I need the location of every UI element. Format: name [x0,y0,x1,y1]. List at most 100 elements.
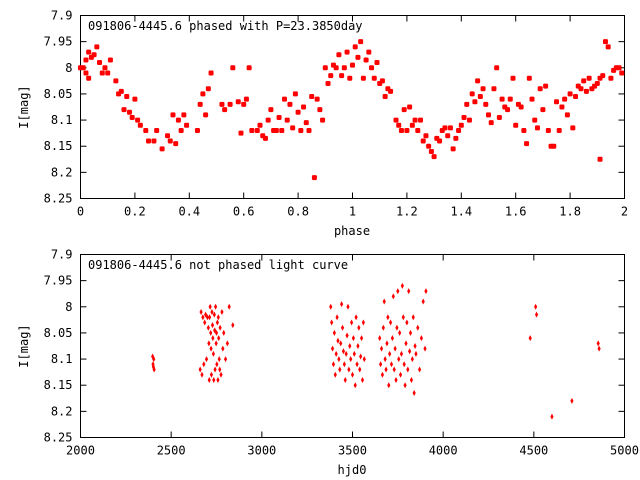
unphased-data-point [382,298,386,305]
unphased-data-point [218,324,222,331]
unphased-y-tick-label: 8 [65,300,72,314]
phased-data-point [554,99,559,105]
phased-y-tick-label: 8.1 [51,113,73,127]
phased-data-point [551,143,557,149]
unphased-data-point [403,382,407,389]
phased-data-point [600,73,606,79]
unphased-x-tick-label: 5000 [610,444,639,458]
phased-x-tick-label: 0 [77,205,84,219]
unphased-data-point [209,345,213,352]
phased-data-point [537,86,543,92]
phased-y-tick-label: 8.25 [44,192,73,206]
phased-data-point [578,86,584,92]
unphased-data-point [380,371,385,378]
phased-data-point [529,96,535,102]
phased-data-point [447,125,453,131]
phased-data-point [363,57,369,63]
phased-data-point [317,107,323,113]
unphased-x-tick-label: 3500 [338,444,367,458]
phased-data-point [350,62,355,68]
phased-data-point [526,75,532,81]
phased-data-point [426,143,432,149]
phased-y-tick-label: 8 [65,61,72,75]
phased-data-point [488,120,494,126]
unphased-data-point [335,314,339,321]
unphased-data-point [395,324,399,331]
unphased-data-point [570,397,574,404]
unphased-data-point [411,314,415,321]
unphased-data-point [399,350,404,357]
unphased-data-point [405,319,409,326]
phased-data-point [352,44,358,50]
phased-data-point [295,109,301,115]
unphased-data-point [347,366,351,373]
phased-data-point [491,86,497,92]
phased-data-point [341,65,347,71]
phased-data-point [532,117,538,123]
phased-data-point [412,117,418,123]
unphased-data-point [396,288,400,295]
unphased-data-point [340,324,345,331]
unphased-data-point [398,329,402,336]
unphased-data-point [393,345,397,352]
phased-data-point [200,91,206,97]
unphased-data-point [412,390,416,397]
phased-data-point [431,154,437,160]
unphased-data-point [203,319,207,326]
unphased-data-point [534,311,539,318]
unphased-data-point [210,322,215,329]
unphased-data-point [351,335,356,342]
phased-data-point [167,138,173,144]
phased-data-point [159,146,165,152]
phased-data-point [137,122,143,128]
phased-data-point [415,128,421,134]
phased-data-point [306,128,312,134]
phased-data-point [388,88,394,94]
unphased-data-point [334,350,338,357]
phased-data-point [586,75,592,81]
unphased-data-point [378,335,382,342]
phased-data-points [78,39,625,181]
unphased-y-tick-label: 8.1 [51,352,73,366]
unphased-data-point [216,376,220,383]
phased-data-point [458,122,464,128]
unphased-data-point [336,337,340,344]
phased-data-point [83,70,89,76]
phased-y-tick-label: 8.05 [44,87,73,101]
unphased-panel: 091806-4445.6 not phased light curve hjd… [17,248,639,478]
phased-data-point [257,122,263,128]
phased-data-point [524,141,530,147]
unphased-data-point [338,366,342,373]
phased-data-point [556,128,562,134]
unphased-data-point [388,319,393,326]
phased-data-point [562,96,568,102]
unphased-x-tick-label: 2000 [66,444,95,458]
phased-data-point [401,107,407,113]
phased-data-point [322,65,328,71]
unphased-data-point [402,361,406,368]
unphased-data-point [348,343,352,349]
phased-x-tick-label: 0.8 [287,205,309,219]
phased-data-point [382,94,388,100]
phased-data-point [483,101,489,107]
phased-data-point [268,107,274,113]
phased-data-point [265,117,271,123]
unphased-data-point [381,324,385,331]
phased-data-point [469,91,475,97]
unphased-data-point [354,314,358,321]
phased-data-point [314,96,320,102]
phased-data-point [222,107,228,113]
unphased-x-axis-label: hjd0 [338,463,367,477]
unphased-data-point [384,366,388,373]
unphased-data-point [404,340,408,347]
unphased-data-point [349,356,353,363]
unphased-data-point [359,335,364,342]
unphased-data-point [359,353,363,360]
phased-y-axis-label: I[mag] [17,85,31,128]
unphased-x-tick-label: 2500 [157,444,186,458]
phased-data-point [311,175,317,181]
phased-data-point [344,49,350,55]
phased-data-point [428,148,434,154]
phased-data-point [616,65,622,71]
